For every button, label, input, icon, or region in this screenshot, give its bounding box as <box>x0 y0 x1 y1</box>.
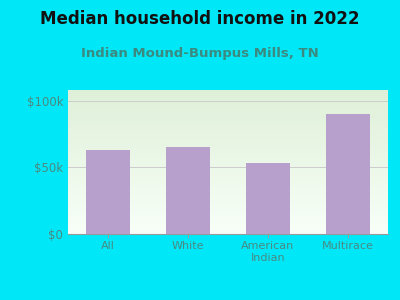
Bar <box>246 163 290 234</box>
Text: Indian Mound-Bumpus Mills, TN: Indian Mound-Bumpus Mills, TN <box>81 46 319 59</box>
Bar <box>166 147 210 234</box>
Bar <box>86 150 130 234</box>
Text: Median household income in 2022: Median household income in 2022 <box>40 11 360 28</box>
Bar <box>326 114 370 234</box>
